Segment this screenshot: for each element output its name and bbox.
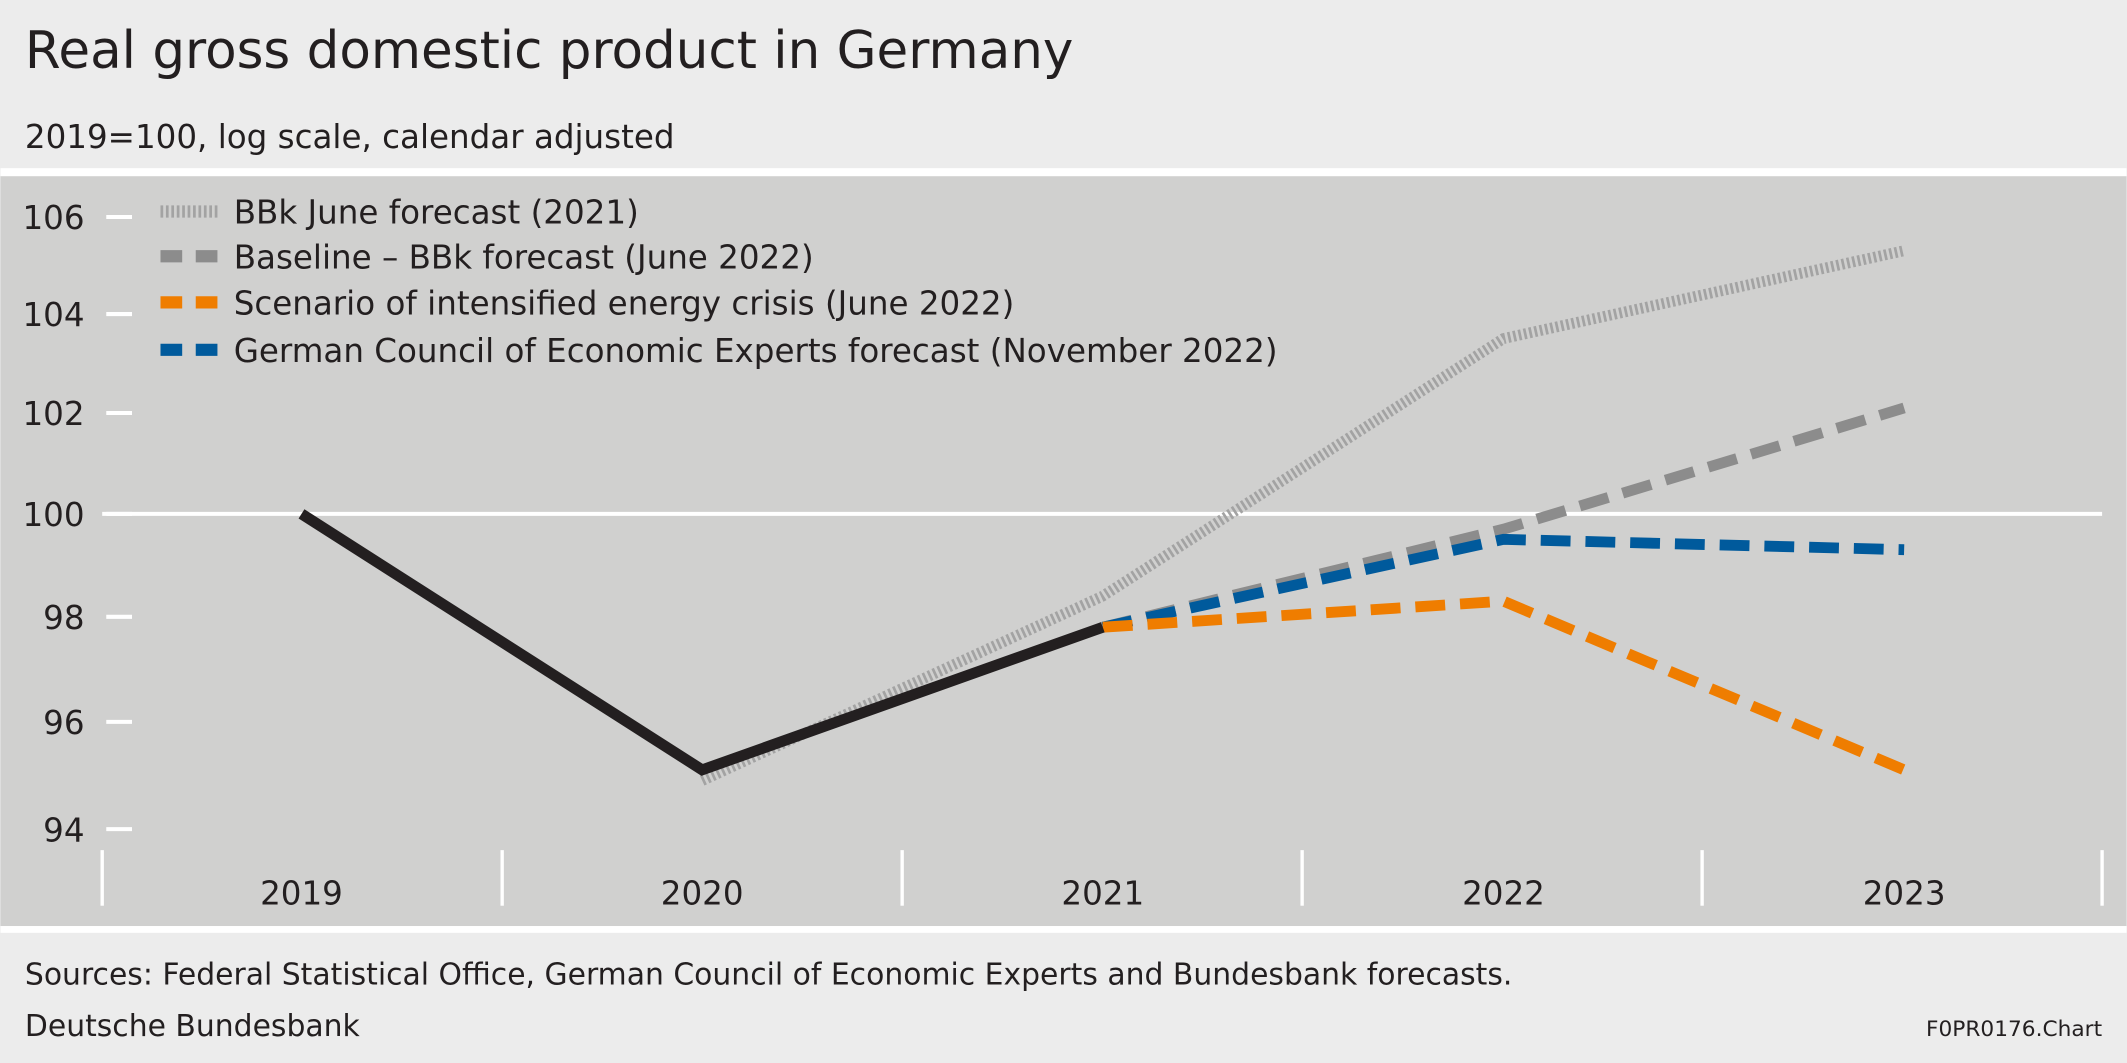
y-tick-label: 104 <box>22 296 84 334</box>
x-tick-label: 2023 <box>1863 874 1946 912</box>
x-tick-label: 2019 <box>260 874 343 912</box>
chart-subtitle: 2019=100, log scale, calendar adjusted <box>25 118 675 156</box>
y-tick-label: 98 <box>43 599 84 637</box>
y-tick-label: 102 <box>22 395 84 433</box>
series-line-actual <box>298 509 1105 776</box>
chart-title: Real gross domestic product in Germany <box>25 21 1074 81</box>
publisher-label: Deutsche Bundesbank <box>25 1009 361 1044</box>
series-line-gcee <box>1101 533 1905 633</box>
divider-top <box>0 168 2127 177</box>
x-tick-label: 2020 <box>661 874 744 912</box>
series-line-bbk_2021 <box>699 245 1906 786</box>
y-tick-label: 94 <box>43 811 84 849</box>
y-tick-label: 100 <box>22 496 84 534</box>
y-tick-label: 96 <box>43 704 84 742</box>
chart-id: F0PR0176.Chart <box>1926 1017 2102 1042</box>
y-tick-label: 106 <box>22 199 84 237</box>
series-line-energy_crisis <box>1102 595 1907 775</box>
divider-bottom <box>0 926 2127 933</box>
sources-note: Sources: Federal Statistical Office, Ger… <box>25 957 1512 992</box>
legend-label-gcee: German Council of Economic Experts forec… <box>234 332 1278 370</box>
x-tick-label: 2021 <box>1061 874 1144 912</box>
legend-label-bbk_2021: BBk June forecast (2021) <box>234 194 639 232</box>
legend-label-energy_crisis: Scenario of intensified energy crisis (J… <box>234 285 1015 323</box>
x-tick-label: 2022 <box>1462 874 1545 912</box>
legend-label-baseline: Baseline – BBk forecast (June 2022) <box>234 238 814 276</box>
